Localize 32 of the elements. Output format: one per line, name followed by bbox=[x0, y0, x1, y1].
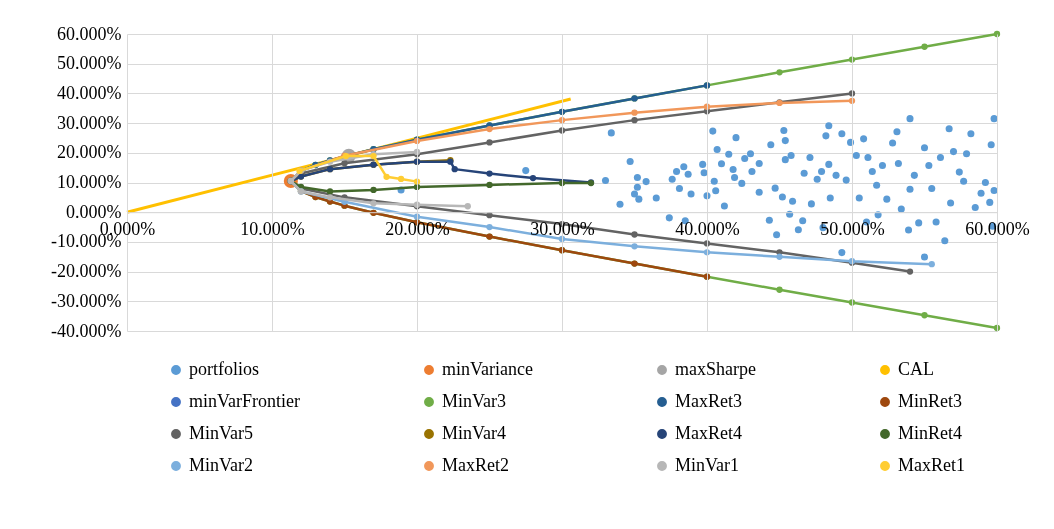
y-tick-label: 30.000% bbox=[57, 112, 122, 133]
y-tick-label: 10.000% bbox=[57, 172, 122, 192]
legend-label: MinVar4 bbox=[442, 423, 506, 443]
legend-label: maxSharpe bbox=[675, 359, 756, 379]
y-tick-label: 50.000% bbox=[57, 53, 122, 74]
legend-label: MinRet3 bbox=[898, 391, 963, 411]
legend-label: minVarFrontier bbox=[189, 391, 300, 411]
x-tick-label: 30.000% bbox=[530, 218, 595, 239]
y-tick-label: 0.000% bbox=[66, 201, 122, 222]
legend-label: minVariance bbox=[442, 359, 533, 379]
legend-label: MinRet4 bbox=[898, 423, 963, 443]
x-tick-label: 10.000% bbox=[240, 218, 305, 239]
x-tick-label: 40.000% bbox=[675, 218, 740, 239]
legend-label: MinVar3 bbox=[442, 391, 506, 411]
y-tick-label: 60.000% bbox=[57, 23, 122, 44]
legend-label: portfolios bbox=[189, 359, 259, 379]
legend-label: MaxRet3 bbox=[675, 391, 742, 411]
x-tick-label: 20.000% bbox=[385, 218, 450, 239]
y-tick-label: -30.000% bbox=[51, 290, 122, 311]
legend-label: MaxRet2 bbox=[442, 455, 509, 475]
legend-label: CAL bbox=[898, 359, 934, 379]
y-tick-label: -20.000% bbox=[51, 261, 122, 282]
legend-label: MinVar2 bbox=[189, 455, 253, 475]
legend-label: MinVar1 bbox=[675, 455, 739, 475]
y-tick-label: 40.000% bbox=[57, 82, 122, 103]
y-tick-label: -40.000% bbox=[51, 320, 122, 341]
x-tick-label: 50.000% bbox=[820, 218, 885, 239]
x-tick-label: 60.000% bbox=[965, 218, 1030, 239]
legend-label: MinVar5 bbox=[189, 423, 253, 443]
legend-label: MaxRet1 bbox=[898, 455, 965, 475]
legend-label: MaxRet4 bbox=[675, 423, 742, 443]
y-tick-label: 20.000% bbox=[57, 142, 122, 163]
